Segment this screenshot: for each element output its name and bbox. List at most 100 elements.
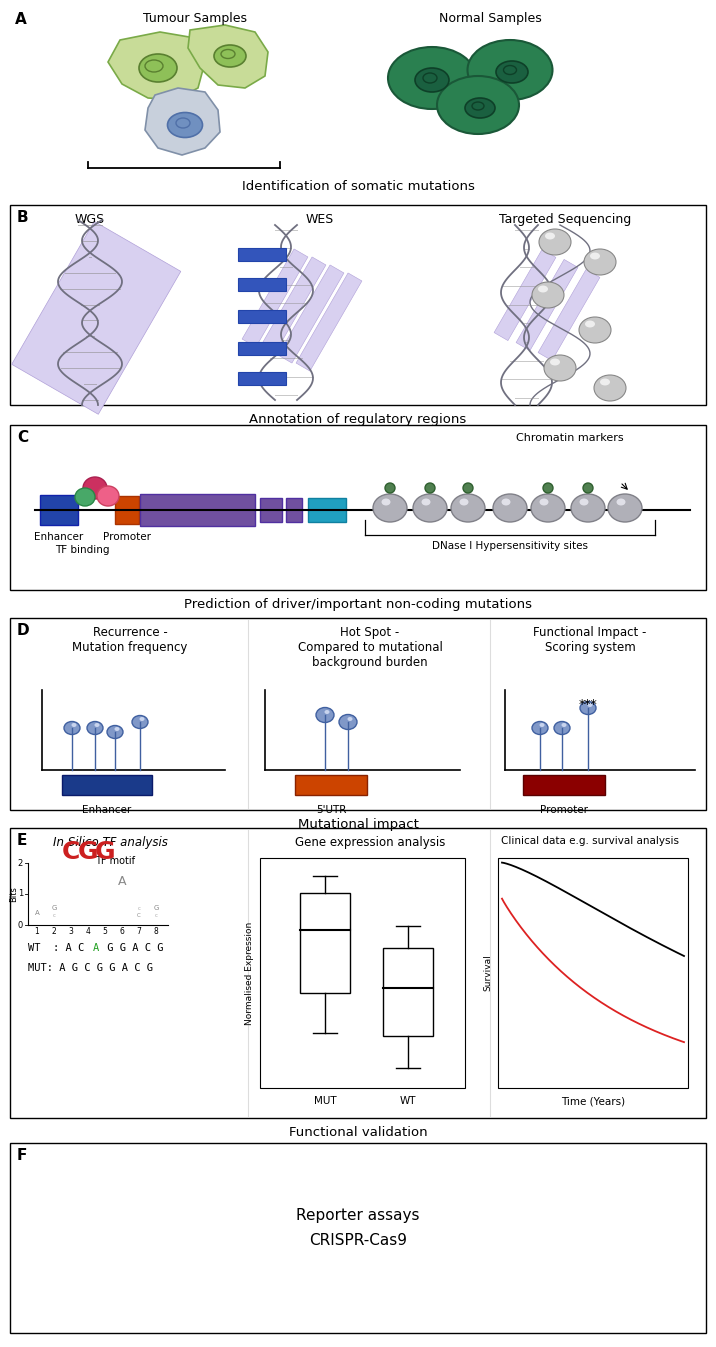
Ellipse shape — [590, 252, 600, 260]
Bar — [260, 858, 465, 1088]
Ellipse shape — [493, 494, 527, 523]
Ellipse shape — [580, 702, 596, 714]
Bar — [62, 775, 152, 795]
Text: A: A — [15, 12, 26, 27]
Ellipse shape — [437, 75, 519, 133]
Ellipse shape — [140, 717, 145, 721]
Text: D: D — [17, 624, 29, 638]
Text: C: C — [62, 841, 80, 865]
Text: DNase I Hypersensitivity sites: DNase I Hypersensitivity sites — [432, 541, 588, 551]
Ellipse shape — [72, 723, 77, 727]
Ellipse shape — [324, 710, 329, 714]
Ellipse shape — [579, 498, 589, 505]
Bar — [140, 494, 255, 525]
Text: Functional validation: Functional validation — [289, 1126, 427, 1140]
Text: Mutational impact: Mutational impact — [298, 818, 418, 831]
Ellipse shape — [422, 498, 430, 505]
Ellipse shape — [550, 358, 560, 365]
Ellipse shape — [608, 494, 642, 523]
Bar — [10, 205, 706, 405]
Text: Recurrence -
Mutation frequency: Recurrence - Mutation frequency — [72, 626, 188, 655]
Text: G: G — [95, 841, 115, 865]
Text: 2: 2 — [18, 858, 23, 867]
Ellipse shape — [539, 498, 548, 505]
Bar — [286, 498, 302, 523]
Bar — [538, 269, 600, 361]
Bar — [238, 342, 286, 356]
Circle shape — [583, 484, 593, 493]
Polygon shape — [145, 88, 220, 155]
Bar — [296, 273, 362, 370]
Ellipse shape — [460, 498, 468, 505]
Bar — [300, 893, 350, 993]
Ellipse shape — [214, 44, 246, 67]
Bar — [242, 249, 308, 348]
Ellipse shape — [139, 54, 177, 82]
Text: WT  : A C: WT : A C — [28, 943, 90, 952]
Circle shape — [543, 484, 553, 493]
Text: C: C — [17, 430, 28, 445]
Ellipse shape — [115, 727, 120, 731]
Bar — [278, 265, 344, 364]
Text: A: A — [117, 874, 126, 888]
Bar — [10, 426, 706, 590]
Ellipse shape — [75, 488, 95, 506]
Text: Targeted Sequencing: Targeted Sequencing — [499, 213, 631, 226]
Bar — [523, 775, 605, 795]
Ellipse shape — [339, 714, 357, 730]
Bar — [260, 257, 326, 356]
Ellipse shape — [64, 722, 80, 734]
Bar — [516, 260, 578, 350]
Ellipse shape — [87, 722, 103, 734]
Polygon shape — [188, 26, 268, 88]
Bar — [238, 310, 286, 323]
Ellipse shape — [413, 494, 447, 523]
Text: ***: *** — [579, 698, 597, 711]
Text: Time (Years): Time (Years) — [561, 1096, 625, 1106]
Ellipse shape — [600, 379, 610, 385]
Ellipse shape — [584, 249, 616, 275]
Text: A: A — [34, 909, 39, 916]
Ellipse shape — [554, 722, 570, 734]
Text: MUT: A G C G G A C G: MUT: A G C G G A C G — [28, 963, 153, 973]
Ellipse shape — [594, 374, 626, 401]
Text: Hot Spot -
Compared to mutational
background burden: Hot Spot - Compared to mutational backgr… — [298, 626, 442, 669]
Text: Prediction of driver/important non-coding mutations: Prediction of driver/important non-codin… — [184, 598, 532, 612]
Circle shape — [463, 484, 473, 493]
Text: Annotation of regulatory regions: Annotation of regulatory regions — [249, 414, 467, 426]
Text: 0: 0 — [18, 920, 23, 929]
Bar — [260, 498, 282, 523]
Ellipse shape — [316, 707, 334, 722]
Ellipse shape — [545, 233, 555, 240]
Circle shape — [385, 484, 395, 493]
Ellipse shape — [132, 715, 148, 729]
Bar — [10, 1144, 706, 1334]
Ellipse shape — [539, 229, 571, 255]
Text: F: F — [17, 1148, 27, 1162]
Text: 3: 3 — [69, 927, 74, 936]
Ellipse shape — [571, 494, 605, 523]
Text: A: A — [93, 943, 100, 952]
Text: WT: WT — [400, 1096, 416, 1106]
Ellipse shape — [561, 723, 566, 727]
Ellipse shape — [468, 40, 553, 100]
Text: TF binding: TF binding — [54, 546, 110, 555]
Text: Gene expression analysis: Gene expression analysis — [295, 836, 445, 849]
Ellipse shape — [532, 722, 548, 734]
Text: 5'UTR: 5'UTR — [316, 806, 347, 815]
Text: 1: 1 — [18, 889, 23, 898]
Bar — [40, 494, 78, 525]
Ellipse shape — [496, 61, 528, 84]
Text: Enhancer: Enhancer — [82, 806, 132, 815]
Text: Bits: Bits — [9, 886, 19, 902]
Text: c: c — [52, 912, 56, 917]
Bar — [10, 828, 706, 1118]
Text: Functional Impact -
Scoring system: Functional Impact - Scoring system — [533, 626, 647, 655]
Text: Reporter assays
CRISPR-Cas9: Reporter assays CRISPR-Cas9 — [296, 1208, 420, 1247]
Text: 7: 7 — [137, 927, 142, 936]
Bar — [238, 372, 286, 385]
Bar — [295, 775, 367, 795]
Bar — [11, 221, 181, 415]
Text: Promoter: Promoter — [540, 806, 588, 815]
Bar — [494, 249, 556, 341]
